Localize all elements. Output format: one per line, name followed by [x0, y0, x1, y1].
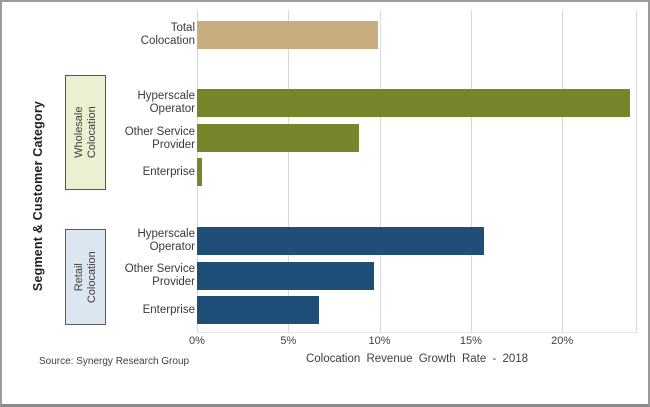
gridline-5pct [288, 10, 290, 332]
bar-retail-hyperscale [197, 227, 484, 255]
x-axis-title: Colocation Revenue Growth Rate - 2018 [305, 353, 529, 365]
label-wholesale-hyperscale: Hyperscale Operator [137, 90, 195, 115]
label-total-colocation: Total Colocation [140, 22, 195, 47]
bar-retail-enterprise [197, 296, 320, 324]
label-retail-other-service: Other Service Provider [124, 263, 195, 288]
label-retail-hyperscale: Hyperscale Operator [137, 228, 195, 253]
bar-wholesale-hyperscale [197, 89, 630, 117]
x-tick-15pct: 15% [459, 335, 482, 347]
gridline-15pct [470, 10, 472, 332]
label-retail-enterprise: Enterprise [142, 304, 195, 316]
gridline-20pct [562, 10, 564, 332]
x-tick-20pct: 20% [551, 335, 574, 347]
plot-area [197, 10, 637, 333]
gridline-10pct [379, 10, 381, 332]
bar-wholesale-enterprise [197, 158, 203, 186]
bar-wholesale-other-service [197, 124, 360, 152]
group-box-retail-colocation: Retail Colocation [65, 229, 106, 325]
group-box-wholesale-colocation: Wholesale Colocation [65, 75, 106, 190]
group-box-retail-label: Retail Colocation [72, 251, 98, 303]
bar-retail-other-service [197, 262, 375, 290]
plot-right-border [636, 10, 637, 332]
x-tick-5pct: 5% [280, 335, 297, 347]
bar-total-colocation [197, 21, 378, 49]
x-axis: 0% 5% 10% 15% 20% [189, 335, 637, 349]
x-tick-0pct: 0% [189, 335, 205, 347]
label-wholesale-enterprise: Enterprise [142, 166, 195, 178]
source-note: Source: Synergy Research Group [39, 356, 190, 367]
y-axis-title: Segment & Customer Category [31, 100, 45, 292]
group-box-wholesale-label: Wholesale Colocation [72, 106, 98, 159]
label-wholesale-other-service: Other Service Provider [124, 126, 195, 151]
x-tick-10pct: 10% [368, 335, 391, 347]
